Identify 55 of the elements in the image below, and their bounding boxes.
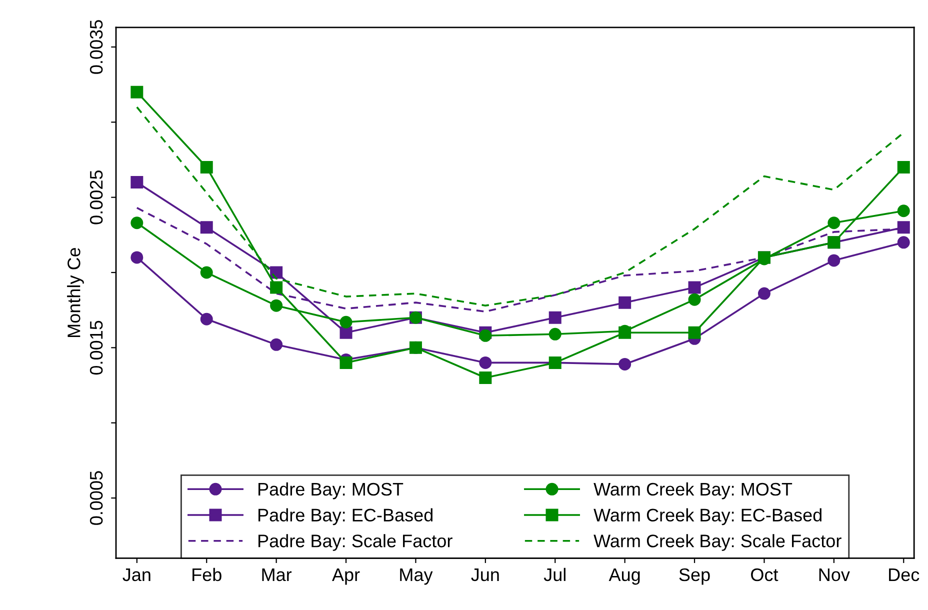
x-tick-label: Nov (819, 568, 850, 582)
x-tick-label: Feb (192, 568, 222, 582)
y-tick-label: 0.0025 (90, 170, 103, 224)
point (200, 221, 213, 234)
x-tick-label: Sep (679, 568, 710, 585)
point (618, 296, 632, 309)
x-tick-label: Jan (122, 568, 150, 582)
y-tick-label: 0.0005 (90, 471, 103, 525)
legend-label: Warm Creek Bay: EC-Based (594, 508, 822, 526)
point (270, 338, 283, 351)
point (479, 356, 492, 369)
x-tick-label: Jul (544, 568, 566, 582)
x-tick-label: May (400, 568, 433, 585)
x-tick-label: Mar (262, 568, 292, 582)
y-tick-label: 0.0015 (90, 320, 103, 375)
point (758, 287, 770, 300)
point (340, 326, 352, 339)
legend-label: Warm Creek Bay: Scale Factor (594, 534, 842, 551)
legend-label: Padre Bay: Scale Factor (258, 534, 452, 551)
point (130, 251, 144, 264)
point (688, 326, 701, 339)
x-tick-label: Oct (751, 568, 778, 582)
y-tick-label: 0.0035 (90, 20, 103, 74)
x-tick-label: Aug (608, 568, 640, 585)
point (270, 299, 283, 312)
point (130, 216, 144, 230)
point (479, 371, 492, 384)
point (340, 356, 352, 369)
point (688, 281, 701, 294)
point (200, 266, 213, 279)
point (828, 216, 840, 230)
point (200, 161, 213, 174)
point (130, 176, 144, 189)
point (270, 281, 283, 294)
x-tick-label: Jun (471, 568, 499, 582)
point (479, 329, 492, 342)
point (897, 161, 910, 174)
point (828, 254, 840, 267)
x-tick-label: Apr (332, 568, 360, 585)
point (548, 311, 562, 324)
point (200, 312, 213, 326)
point (548, 328, 562, 340)
point (270, 266, 283, 279)
legend-label: Padre Bay: EC-Based (258, 508, 432, 526)
point (897, 204, 910, 218)
point (340, 316, 352, 328)
point (618, 358, 632, 370)
legend-label: Warm Creek Bay: MOST (594, 482, 792, 500)
x-tick-label: Dec (889, 568, 920, 582)
point (897, 236, 910, 249)
y-axis-title: Monthly Ce (67, 248, 84, 337)
point (130, 86, 144, 98)
point (897, 221, 910, 234)
legend-label: Padre Bay: MOST (258, 482, 404, 500)
point (688, 293, 701, 306)
